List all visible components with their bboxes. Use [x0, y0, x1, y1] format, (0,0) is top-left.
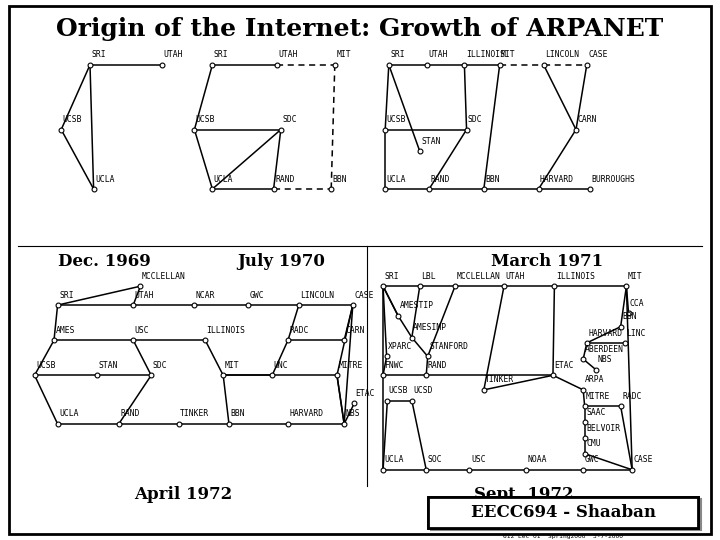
Text: NBS: NBS [598, 355, 612, 364]
Text: SRI: SRI [390, 50, 405, 59]
Text: ARPA: ARPA [585, 375, 604, 384]
Text: TINKER: TINKER [485, 375, 515, 384]
Text: CASE: CASE [354, 291, 374, 300]
Text: CASE: CASE [634, 455, 653, 464]
Text: UTAH: UTAH [163, 50, 183, 59]
Text: AMESIMP: AMESIMP [413, 323, 447, 332]
Text: FNWC: FNWC [384, 361, 404, 370]
Text: MITRE: MITRE [338, 361, 363, 370]
Text: CARN: CARN [346, 326, 365, 335]
Text: NOAA: NOAA [527, 455, 546, 464]
Text: LINCOLN: LINCOLN [300, 291, 334, 300]
Text: EECC694 - Shaaban: EECC694 - Shaaban [471, 504, 655, 521]
FancyBboxPatch shape [428, 497, 698, 528]
Text: UCLA: UCLA [384, 455, 404, 464]
Text: UTAH: UTAH [135, 291, 154, 300]
Text: UCLA: UCLA [95, 174, 114, 184]
Text: RAND: RAND [120, 409, 140, 418]
Text: TINKER: TINKER [180, 409, 210, 418]
Text: SDC: SDC [153, 361, 167, 370]
Text: UCSB: UCSB [196, 115, 215, 124]
Text: AMES: AMES [55, 326, 75, 335]
Text: RADC: RADC [289, 326, 309, 335]
Text: UCSD: UCSD [413, 386, 433, 395]
Text: UCLA: UCLA [214, 174, 233, 184]
Text: CASE: CASE [588, 50, 608, 59]
FancyBboxPatch shape [431, 499, 701, 530]
Text: BBN: BBN [333, 174, 347, 184]
Text: LINC: LINC [626, 328, 646, 338]
Text: RADC: RADC [622, 392, 642, 401]
Text: BBN: BBN [622, 312, 636, 321]
Text: MIT: MIT [628, 272, 642, 281]
Text: March 1971: March 1971 [491, 253, 603, 271]
Text: BURROUGHS: BURROUGHS [592, 174, 636, 184]
Text: MIT: MIT [225, 361, 239, 370]
Text: SRI: SRI [214, 50, 228, 59]
Text: UNC: UNC [274, 361, 288, 370]
FancyBboxPatch shape [428, 497, 698, 528]
Text: BBN: BBN [485, 174, 500, 184]
Text: ABERDEEN: ABERDEEN [585, 345, 624, 354]
Text: ETAC: ETAC [554, 361, 574, 370]
Text: CCA: CCA [630, 299, 644, 308]
Text: SDC: SDC [468, 115, 482, 124]
Text: MCCLELLAN: MCCLELLAN [456, 272, 500, 281]
Text: GWC: GWC [250, 291, 264, 300]
Text: MIT: MIT [501, 50, 516, 59]
Text: UCSB: UCSB [389, 386, 408, 395]
Text: RAND: RAND [275, 174, 294, 184]
Text: UTAH: UTAH [505, 272, 525, 281]
Text: ILLINOIS: ILLINOIS [207, 326, 246, 335]
Text: UCSB: UCSB [387, 115, 406, 124]
Text: UCLA: UCLA [59, 409, 78, 418]
Text: CARN: CARN [577, 115, 597, 124]
Text: SRI: SRI [91, 50, 106, 59]
Text: Origin of the Internet: Growth of ARPANET: Origin of the Internet: Growth of ARPANE… [56, 17, 664, 40]
Text: ILLINOIS: ILLINOIS [466, 50, 505, 59]
Text: GWC: GWC [585, 455, 599, 464]
Text: LBL: LBL [421, 272, 436, 281]
Text: BELVOIR: BELVOIR [586, 424, 620, 433]
Text: HARVARD: HARVARD [289, 409, 323, 418]
Text: ETAC: ETAC [356, 389, 375, 398]
Text: SRI: SRI [384, 272, 399, 281]
Text: MITRE: MITRE [586, 392, 611, 401]
Text: Sept. 1972: Sept. 1972 [474, 485, 574, 503]
Text: SAAC: SAAC [586, 408, 606, 417]
Text: XPARC: XPARC [388, 342, 413, 351]
Text: MCCLELLAN: MCCLELLAN [142, 272, 186, 281]
Text: USC: USC [471, 455, 485, 464]
Text: April 1972: April 1972 [135, 485, 233, 503]
Text: HARVARD: HARVARD [540, 174, 574, 184]
Text: LINCOLN: LINCOLN [545, 50, 579, 59]
Text: CMU: CMU [586, 439, 600, 448]
Text: USC: USC [135, 326, 149, 335]
Text: RAND: RAND [431, 174, 450, 184]
Text: SRI: SRI [59, 291, 73, 300]
Text: UTAH: UTAH [428, 50, 448, 59]
Text: SDC: SDC [282, 115, 297, 124]
Text: AMESTIP: AMESTIP [400, 301, 433, 310]
Text: ILLINOIS: ILLINOIS [556, 272, 595, 281]
Text: SOC: SOC [428, 455, 442, 464]
Text: NCAR: NCAR [196, 291, 215, 300]
Text: STAN: STAN [99, 361, 118, 370]
Text: BBN: BBN [230, 409, 245, 418]
Text: HARVARD: HARVARD [588, 328, 622, 338]
Text: 612 Lec 01  Spring2000  3-7-2000: 612 Lec 01 Spring2000 3-7-2000 [503, 534, 623, 539]
Text: STAN: STAN [421, 137, 441, 146]
Text: RAND: RAND [428, 361, 447, 370]
Text: STANFORD: STANFORD [429, 342, 468, 351]
Text: UCLA: UCLA [387, 174, 406, 184]
Text: UCSB: UCSB [36, 361, 55, 370]
Text: MIT: MIT [336, 50, 351, 59]
Text: UCSB: UCSB [63, 115, 82, 124]
Text: NBS: NBS [346, 409, 360, 418]
Text: Dec. 1969: Dec. 1969 [58, 253, 150, 271]
Text: UTAH: UTAH [279, 50, 298, 59]
Text: July 1970: July 1970 [237, 253, 325, 271]
